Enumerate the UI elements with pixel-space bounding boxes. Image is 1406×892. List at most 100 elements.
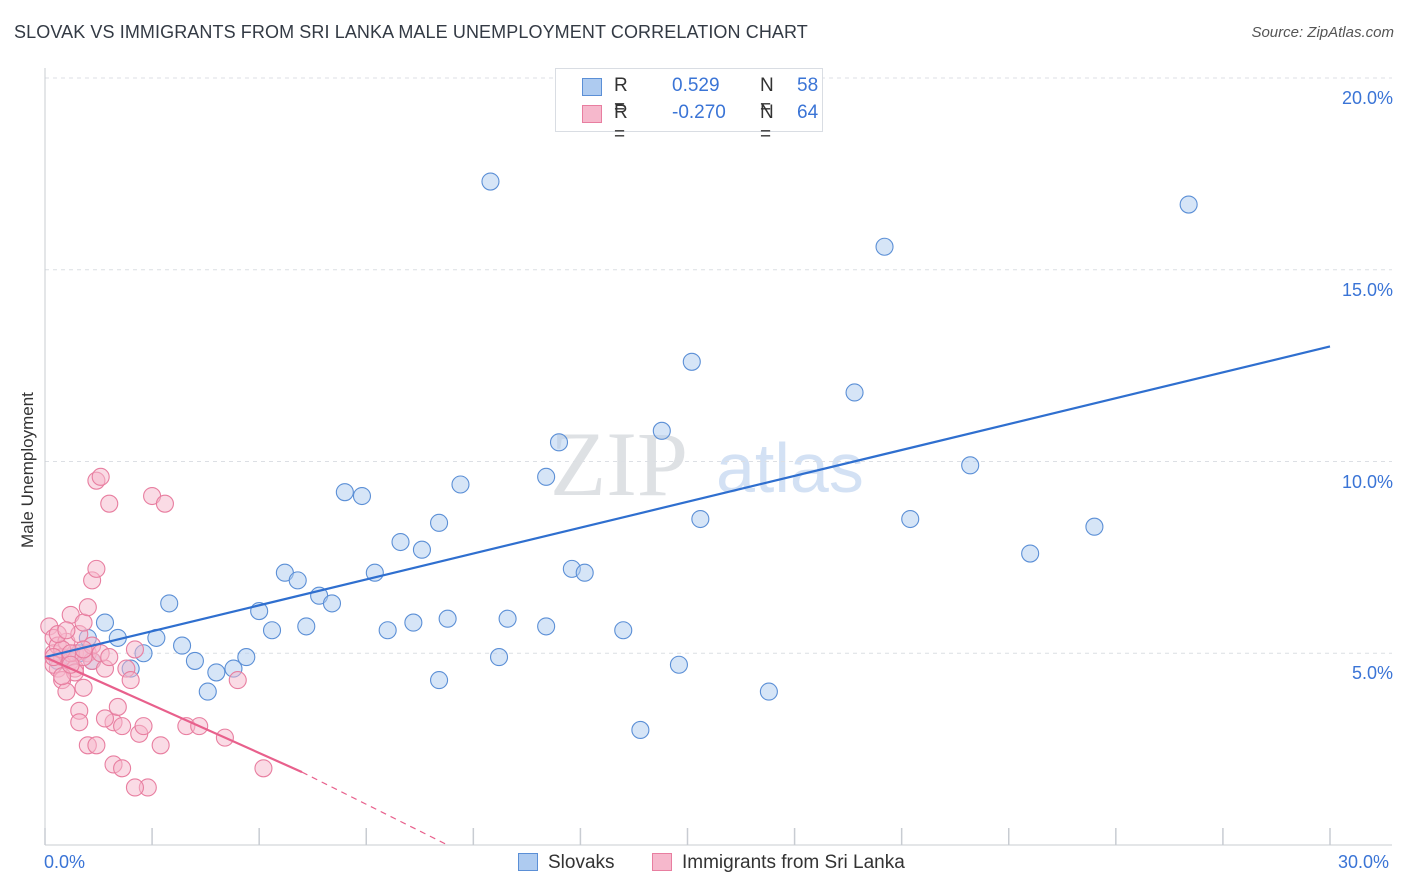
y-axis-label: Male Unemployment [18, 392, 37, 548]
slovak-point [691, 509, 710, 529]
slovak-point [430, 513, 449, 532]
y-tick-label: 5.0% [1351, 663, 1393, 684]
slovak-point [404, 613, 423, 632]
sri-lanka-point [87, 736, 106, 755]
trend-lines [44, 345, 1331, 846]
watermark-atlas: atlas [716, 429, 864, 507]
sri-lanka-point [134, 717, 153, 736]
x-tick-label-max: 30.0% [1338, 852, 1390, 872]
slovak-point [322, 594, 342, 613]
slovak-point [549, 433, 569, 452]
sri-lanka-point [70, 713, 89, 732]
slovak-point [901, 509, 920, 529]
sri-lanka-point [100, 494, 119, 513]
legend-n-value: 64 [797, 102, 819, 123]
slovak-point [160, 594, 179, 613]
y-tick-label: 15.0% [1341, 279, 1393, 300]
slovak-point [631, 720, 650, 740]
slovak-point [412, 540, 431, 559]
legend-r-label: R = [614, 102, 628, 145]
legend-swatch-pink [582, 105, 602, 123]
slovak-point [1021, 544, 1040, 563]
slovak-point [451, 475, 470, 494]
stats-legend: R = 0.529 N = 58 R = -0.270 N = 64 [555, 68, 823, 145]
sri-lanka-point [57, 682, 76, 701]
legend-r-value: -0.270 [672, 102, 726, 123]
x-tick-label-min: 0.0% [44, 852, 86, 872]
series-slovaks [48, 72, 1198, 740]
sri-lanka-point [254, 759, 273, 778]
watermark: ZIP atlas [550, 413, 864, 515]
gridlines [45, 77, 1392, 654]
slovak-point [95, 613, 115, 632]
trend-line-sri-lanka-extension [301, 771, 448, 846]
legend-swatch-blue [582, 78, 602, 96]
legend-r-label: R = [614, 75, 628, 118]
sri-lanka-point [57, 621, 76, 640]
y-tick-label: 10.0% [1341, 471, 1393, 492]
slovak-point [537, 467, 556, 486]
slovak-point [652, 421, 671, 440]
slovak-point [430, 671, 449, 690]
slovak-point [288, 571, 307, 590]
slovak-point [875, 237, 894, 256]
sri-lanka-point [121, 671, 140, 690]
slovak-point [352, 486, 372, 506]
legend-n-value: 58 [797, 75, 819, 96]
sri-lanka-point [125, 640, 144, 659]
sri-lanka-point [155, 494, 174, 513]
bottom-legend-label: Immigrants from Sri Lanka [682, 852, 905, 873]
slovak-point [198, 682, 217, 701]
sri-lanka-point [228, 671, 247, 690]
slovak-point [335, 483, 354, 502]
sri-lanka-point [151, 736, 170, 755]
legend-n-label: N = [760, 75, 774, 118]
source-label: Source: ZipAtlas.com [1251, 24, 1394, 41]
slovak-point [845, 383, 864, 402]
slovak-point [614, 621, 633, 640]
slovak-point [438, 609, 457, 628]
sri-lanka-point [95, 709, 115, 728]
slovak-point [961, 456, 980, 475]
bottom-legend-swatch-blue [518, 853, 538, 871]
bottom-legend-sri-lanka: Immigrants from Sri Lanka [652, 852, 905, 874]
slovak-point [537, 617, 556, 636]
bottom-legend-label: Slovaks [548, 852, 615, 873]
sri-lanka-point [74, 678, 93, 697]
sri-lanka-point [74, 613, 93, 632]
sri-lanka-point [108, 697, 127, 716]
slovak-point [185, 651, 204, 670]
sri-lanka-point [87, 559, 106, 578]
slovak-point [759, 682, 778, 701]
slovak-point [575, 563, 594, 582]
sri-lanka-point [100, 648, 119, 667]
slovak-point [1179, 195, 1198, 214]
sri-lanka-point [91, 467, 110, 486]
y-tick-label: 20.0% [1341, 88, 1393, 108]
sri-lanka-point [113, 717, 132, 736]
slovak-point [682, 352, 701, 371]
slovak-point [262, 621, 282, 640]
slovak-point [391, 532, 410, 552]
slovak-point [237, 648, 256, 667]
sri-lanka-point [113, 759, 132, 778]
slovak-point [669, 655, 688, 674]
sri-lanka-point [125, 778, 144, 797]
bottom-legend-slovaks: Slovaks [518, 852, 615, 874]
axes [44, 68, 1392, 846]
trend-line-slovaks [44, 345, 1331, 659]
slovak-point [207, 663, 226, 682]
slovak-point [378, 621, 397, 640]
legend-r-value: 0.529 [672, 75, 720, 96]
slovak-point [498, 609, 517, 628]
sri-lanka-point [78, 598, 97, 617]
slovak-point [1085, 517, 1104, 536]
slovak-point [297, 617, 316, 636]
slovak-point [481, 172, 500, 191]
bottom-legend-swatch-pink [652, 853, 672, 871]
trend-line-sri-lanka [44, 656, 303, 774]
chart-title: SLOVAK VS IMMIGRANTS FROM SRI LANKA MALE… [14, 22, 808, 42]
legend-n-label: N = [760, 102, 774, 145]
slovak-point [173, 636, 192, 655]
